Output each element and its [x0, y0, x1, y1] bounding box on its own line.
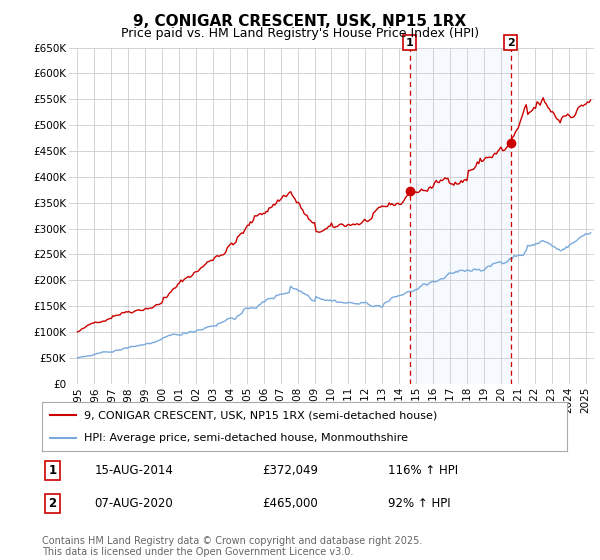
- Text: 2: 2: [49, 497, 56, 510]
- Text: 92% ↑ HPI: 92% ↑ HPI: [389, 497, 451, 510]
- Text: 1: 1: [406, 38, 413, 48]
- Text: Contains HM Land Registry data © Crown copyright and database right 2025.
This d: Contains HM Land Registry data © Crown c…: [42, 535, 422, 557]
- Text: £372,049: £372,049: [263, 464, 319, 477]
- Text: 1: 1: [49, 464, 56, 477]
- Text: Price paid vs. HM Land Registry's House Price Index (HPI): Price paid vs. HM Land Registry's House …: [121, 27, 479, 40]
- Text: 9, CONIGAR CRESCENT, USK, NP15 1RX (semi-detached house): 9, CONIGAR CRESCENT, USK, NP15 1RX (semi…: [84, 410, 437, 421]
- Text: 15-AUG-2014: 15-AUG-2014: [95, 464, 173, 477]
- Text: HPI: Average price, semi-detached house, Monmouthshire: HPI: Average price, semi-detached house,…: [84, 433, 408, 444]
- Text: 9, CONIGAR CRESCENT, USK, NP15 1RX: 9, CONIGAR CRESCENT, USK, NP15 1RX: [133, 14, 467, 29]
- Text: 07-AUG-2020: 07-AUG-2020: [95, 497, 173, 510]
- Bar: [410, 48, 511, 384]
- Text: 2: 2: [507, 38, 515, 48]
- Text: 116% ↑ HPI: 116% ↑ HPI: [389, 464, 458, 477]
- Text: £465,000: £465,000: [263, 497, 318, 510]
